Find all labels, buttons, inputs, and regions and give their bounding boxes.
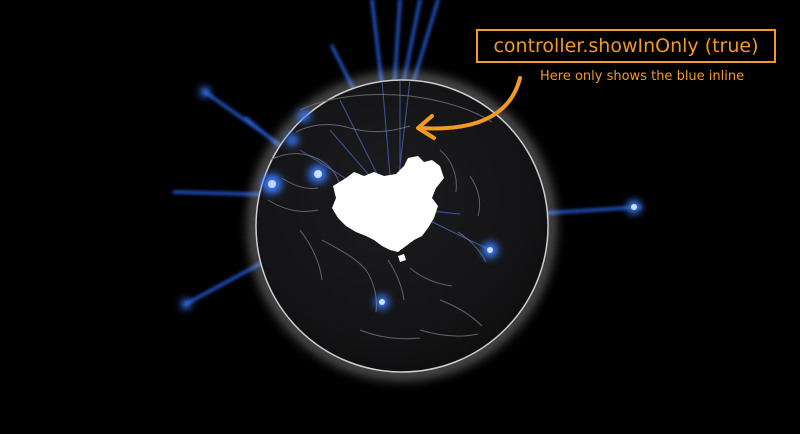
code-annotation-box: controller.showInOnly (true) xyxy=(476,29,776,63)
curved-arrow-icon xyxy=(416,76,522,140)
annotation-note: Here only shows the blue inline xyxy=(540,69,745,84)
highlighted-island-shape xyxy=(398,254,406,262)
globe-rim-glow xyxy=(250,74,554,378)
inline-nodes xyxy=(181,87,641,309)
highlighted-country-shape[interactable] xyxy=(332,156,444,252)
